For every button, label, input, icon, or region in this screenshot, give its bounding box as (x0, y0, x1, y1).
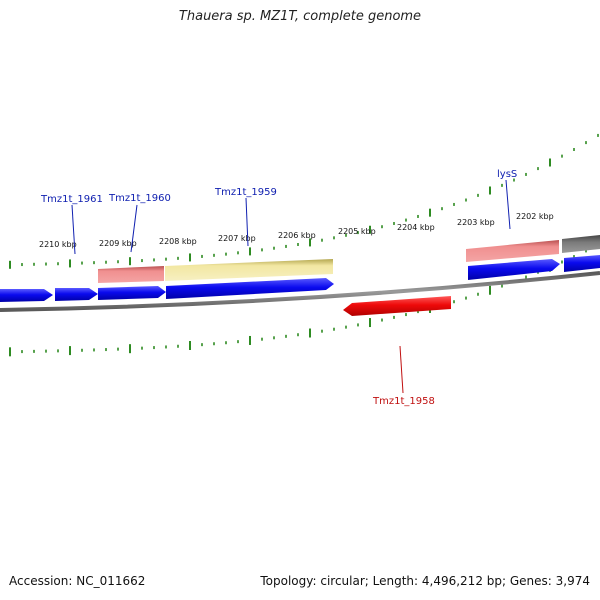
gene-feature-yellow[interactable] (165, 259, 333, 281)
cds-reverse-tmz1t-1958[interactable] (343, 296, 451, 316)
scale-label-2209: 2209 kbp (99, 239, 137, 248)
gene-feature-pink-left[interactable] (98, 266, 164, 283)
accession-text: Accession: NC_011662 (9, 574, 146, 588)
gene-label-tmz1t-1959[interactable]: Tmz1t_1959 (214, 187, 277, 198)
cds-forward-1[interactable] (0, 289, 53, 302)
genome-summary-text: Topology: circular; Length: 4,496,212 bp… (260, 574, 590, 588)
leader-tmz1t-1959 (245, 197, 249, 247)
gene-label-tmz1t-1958[interactable]: Tmz1t_1958 (372, 396, 435, 407)
scale-label-2206: 2206 kbp (278, 231, 316, 240)
gene-labels: Tmz1t_1961 Tmz1t_1960 Tmz1t_1959 lysS Tm… (40, 169, 517, 407)
cds-forward-2[interactable] (55, 288, 98, 301)
cds-forward-6[interactable] (564, 255, 600, 272)
gene-label-lyss[interactable]: lysS (497, 169, 517, 180)
leader-tmz1t-1961 (71, 204, 76, 255)
leader-tmz1t-1960 (130, 204, 138, 253)
leader-lyss (505, 179, 511, 230)
inner-tick-ring (9, 243, 599, 357)
genome-backbone (0, 271, 600, 312)
cds-forward-3[interactable] (98, 286, 166, 300)
forward-cds-ring (0, 255, 600, 302)
scale-labels: 2210 kbp 2209 kbp 2208 kbp 2207 kbp 2206… (39, 212, 554, 249)
gene-feature-pink-right[interactable] (466, 240, 559, 262)
gene-label-tmz1t-1961[interactable]: Tmz1t_1961 (40, 194, 103, 205)
scale-label-2203: 2203 kbp (457, 218, 495, 227)
gene-feature-gray[interactable] (562, 235, 600, 253)
map-title: Thauera sp. MZ1T, complete genome (178, 9, 422, 24)
scale-label-2210: 2210 kbp (39, 240, 77, 249)
scale-label-2208: 2208 kbp (159, 237, 197, 246)
cds-forward-4[interactable] (166, 278, 334, 299)
scale-label-2202: 2202 kbp (516, 212, 554, 221)
gene-label-tmz1t-1960[interactable]: Tmz1t_1960 (108, 193, 171, 204)
gene-feature-ring (98, 235, 600, 283)
scale-label-2205: 2205 kbp (338, 227, 376, 236)
scale-label-2207: 2207 kbp (218, 234, 256, 243)
leader-tmz1t-1958 (399, 345, 404, 394)
label-leaders (71, 179, 511, 394)
scale-label-2204: 2204 kbp (397, 223, 435, 232)
outer-tick-ring (9, 133, 599, 269)
cds-forward-5[interactable] (468, 259, 560, 280)
